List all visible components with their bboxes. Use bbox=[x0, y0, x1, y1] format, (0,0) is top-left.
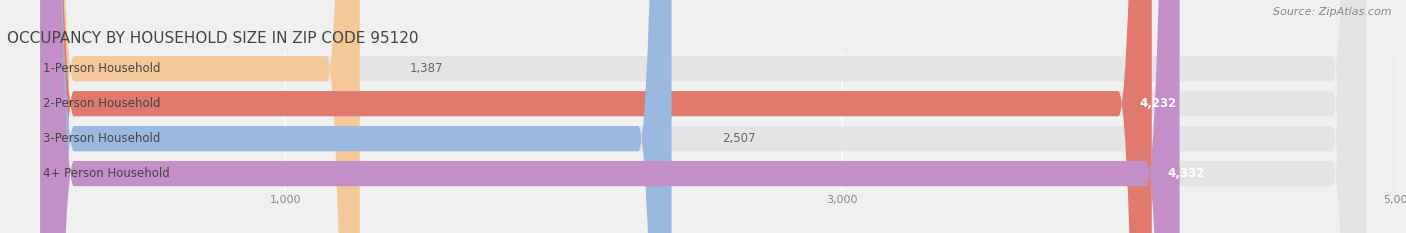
Text: 1-Person Household: 1-Person Household bbox=[44, 62, 160, 75]
FancyBboxPatch shape bbox=[41, 0, 1152, 233]
FancyBboxPatch shape bbox=[41, 0, 1180, 233]
Text: 4,332: 4,332 bbox=[1167, 167, 1205, 180]
Text: 3-Person Household: 3-Person Household bbox=[44, 132, 160, 145]
FancyBboxPatch shape bbox=[41, 0, 1365, 233]
FancyBboxPatch shape bbox=[41, 0, 360, 233]
Text: OCCUPANCY BY HOUSEHOLD SIZE IN ZIP CODE 95120: OCCUPANCY BY HOUSEHOLD SIZE IN ZIP CODE … bbox=[7, 31, 419, 46]
FancyBboxPatch shape bbox=[41, 0, 672, 233]
FancyBboxPatch shape bbox=[41, 0, 1365, 233]
Text: 4,232: 4,232 bbox=[1140, 97, 1177, 110]
Text: 4+ Person Household: 4+ Person Household bbox=[44, 167, 170, 180]
Text: 1,387: 1,387 bbox=[411, 62, 443, 75]
FancyBboxPatch shape bbox=[41, 0, 1365, 233]
Text: 2,507: 2,507 bbox=[721, 132, 755, 145]
FancyBboxPatch shape bbox=[41, 0, 1365, 233]
Text: Source: ZipAtlas.com: Source: ZipAtlas.com bbox=[1274, 7, 1392, 17]
Text: 2-Person Household: 2-Person Household bbox=[44, 97, 160, 110]
